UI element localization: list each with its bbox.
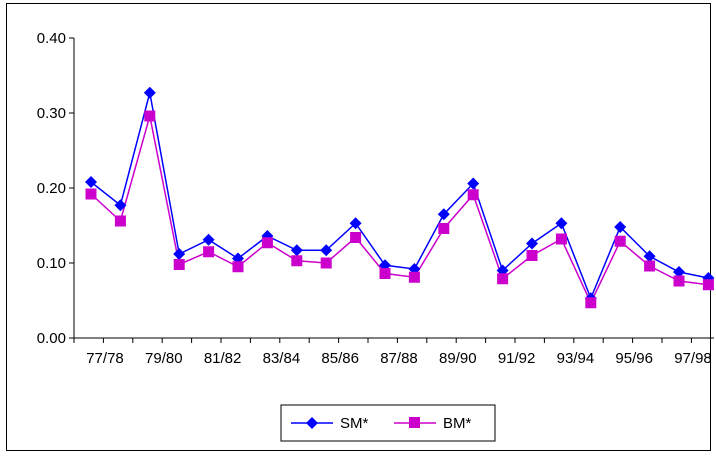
data-point-bm [114, 215, 126, 227]
data-point-bm [85, 188, 97, 200]
x-tick-label: 97/98 [674, 350, 712, 367]
y-tick-label: 0.20 [37, 180, 66, 197]
x-tick-label: 89/90 [439, 350, 477, 367]
series-line-bm [90, 115, 709, 305]
data-point-sm [320, 244, 333, 257]
data-point-sm [349, 217, 362, 230]
data-point-bm [379, 268, 391, 279]
data-point-bm [144, 110, 156, 122]
x-tick-label: 87/88 [380, 350, 418, 367]
data-point-bm [350, 232, 362, 243]
x-tick-label: 91/92 [498, 350, 536, 367]
data-point-bm [291, 255, 303, 267]
data-point-bm [673, 275, 685, 287]
data-point-bm [497, 273, 509, 285]
data-point-bm [261, 237, 273, 249]
data-point-bm [555, 233, 567, 245]
data-point-sm [555, 217, 568, 230]
data-point-bm [702, 279, 714, 291]
x-tick-label: 81/82 [204, 350, 242, 367]
legend-marker-sm [306, 417, 318, 429]
data-point-bm [203, 246, 215, 258]
data-point-sm [673, 266, 685, 278]
data-point-bm [585, 297, 597, 309]
legend-label-bm: BM* [443, 415, 472, 432]
data-point-sm [526, 237, 538, 250]
data-point-bm [232, 261, 244, 273]
data-point-sm [467, 177, 480, 190]
x-tick-label: 79/80 [145, 350, 183, 367]
data-point-sm [614, 221, 627, 233]
data-point-sm [114, 199, 127, 212]
data-point-sm [85, 176, 97, 188]
x-tick-label: 83/84 [263, 350, 301, 367]
x-tick-label: 93/94 [557, 350, 595, 367]
x-tick-label: 95/96 [615, 350, 653, 367]
y-tick-label: 0.40 [37, 30, 66, 47]
data-point-sm [290, 244, 303, 257]
y-tick-label: 0.00 [37, 330, 66, 347]
data-point-sm [643, 250, 656, 263]
y-tick-label: 0.10 [37, 255, 66, 272]
series-line-sm [90, 92, 709, 301]
legend-marker-bm [409, 417, 420, 428]
data-point-bm [467, 189, 479, 201]
data-point-sm [143, 86, 156, 99]
x-tick-label: 85/86 [321, 350, 359, 367]
data-point-sm [202, 233, 215, 246]
data-point-bm [438, 223, 450, 234]
data-point-bm [320, 257, 332, 269]
data-point-bm [408, 271, 420, 283]
data-point-bm [173, 259, 185, 270]
plot-area [74, 38, 714, 338]
legend-label-sm: SM* [340, 415, 369, 432]
legend: SM* BM* [280, 404, 496, 442]
data-point-sm [437, 208, 450, 221]
x-tick-label: 77/78 [86, 350, 124, 367]
data-point-bm [526, 250, 538, 261]
data-point-bm [614, 235, 626, 247]
data-point-sm [173, 248, 186, 260]
y-tick-label: 0.30 [37, 105, 66, 122]
data-point-bm [644, 260, 656, 272]
